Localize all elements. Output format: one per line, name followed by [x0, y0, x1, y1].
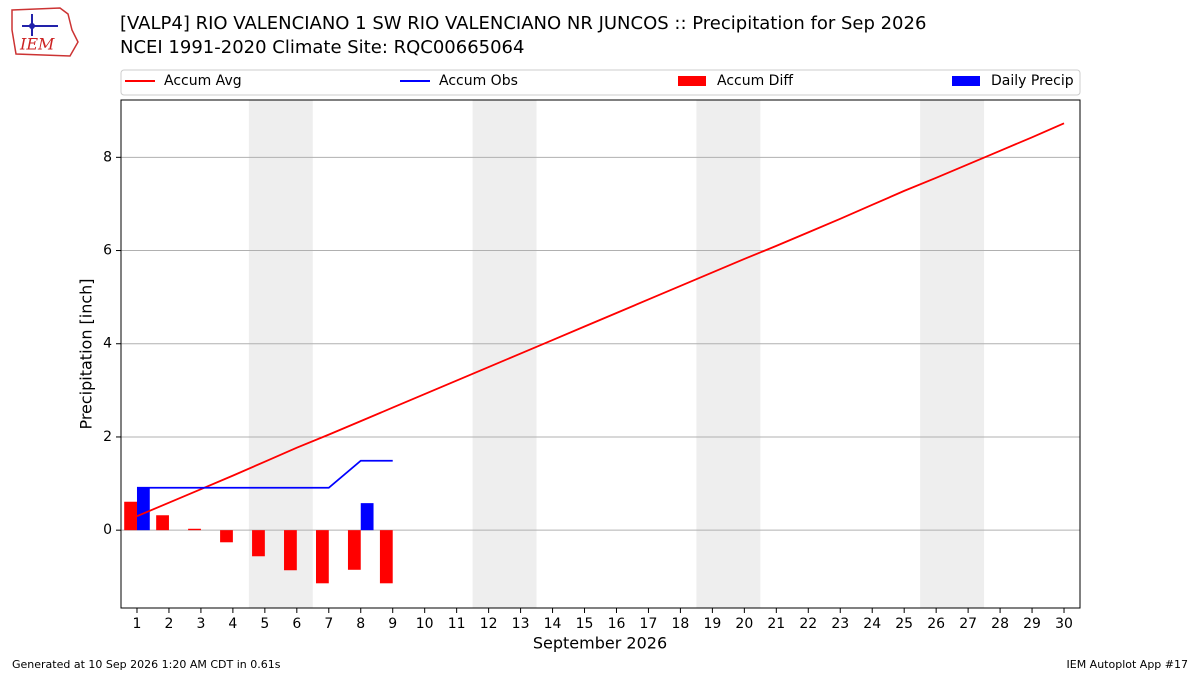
bar	[360, 503, 374, 531]
legend-box	[120, 69, 1081, 96]
x-tick-label: 27	[959, 616, 977, 632]
y-axis-label: Precipitation [inch]	[77, 278, 96, 429]
bar	[379, 530, 393, 584]
bar	[315, 530, 329, 584]
legend-swatch	[952, 76, 980, 86]
x-tick-label: 25	[895, 616, 913, 632]
x-tick-label: 8	[356, 616, 365, 632]
x-tick-label: 13	[512, 616, 530, 632]
x-tick-label: 6	[292, 616, 301, 632]
x-tick-label: 18	[672, 616, 690, 632]
plot-frame	[120, 99, 1081, 609]
bar	[284, 530, 297, 571]
x-tick-label: 9	[388, 616, 397, 632]
x-tick-label: 15	[576, 616, 594, 632]
x-tick-label: 26	[927, 616, 945, 632]
x-tick-label: 16	[608, 616, 626, 632]
legend-label: Accum Obs	[439, 73, 518, 89]
y-tick-label: 6	[103, 243, 112, 259]
y-tick-label: 2	[103, 429, 112, 445]
x-tick-label: 29	[1023, 616, 1041, 632]
bar	[220, 530, 233, 543]
weekend-shade	[920, 100, 985, 608]
x-tick-label: 20	[735, 616, 753, 632]
x-tick-label: 4	[228, 616, 237, 632]
x-tick-label: 1	[133, 616, 142, 632]
weekend-shade	[248, 100, 313, 608]
chart-subtitle: NCEI 1991-2020 Climate Site: RQC00665064	[120, 37, 524, 58]
bar	[188, 528, 201, 531]
legend-label: Accum Diff	[717, 73, 793, 89]
x-tick-label: 30	[1055, 616, 1073, 632]
y-tick-label: 4	[103, 336, 112, 352]
x-tick-label: 22	[799, 616, 817, 632]
x-tick-label: 28	[991, 616, 1009, 632]
legend-label: Daily Precip	[991, 73, 1074, 89]
x-tick-label: 5	[260, 616, 269, 632]
logo-text: IEM	[19, 35, 55, 54]
x-tick-label: 19	[703, 616, 721, 632]
weekend-shade	[696, 100, 761, 608]
y-tick-label: 0	[103, 522, 112, 538]
x-tick-label: 3	[196, 616, 205, 632]
plot-area	[121, 100, 1080, 608]
x-tick-label: 7	[324, 616, 333, 632]
footer-right: IEM Autoplot App #17	[1067, 658, 1189, 671]
footer-left: Generated at 10 Sep 2026 1:20 AM CDT in …	[12, 658, 281, 671]
x-tick-label: 21	[767, 616, 785, 632]
chart-title: [VALP4] RIO VALENCIANO 1 SW RIO VALENCIA…	[120, 13, 926, 34]
weekend-shade	[472, 100, 537, 608]
x-tick-label: 14	[544, 616, 562, 632]
logo-outline	[11, 7, 79, 57]
bar	[156, 515, 169, 531]
bar	[124, 501, 137, 531]
x-tick-label: 23	[831, 616, 849, 632]
logo-icon	[29, 23, 35, 29]
bar	[347, 530, 361, 570]
x-tick-label: 2	[164, 616, 173, 632]
y-tick-label: 8	[103, 149, 112, 165]
legend-swatch	[678, 76, 706, 86]
x-tick-label: 11	[448, 616, 466, 632]
bar	[136, 487, 150, 531]
x-tick-label: 17	[640, 616, 658, 632]
x-axis-label: September 2026	[533, 634, 667, 653]
logo: IEM	[11, 7, 79, 57]
x-tick-label: 10	[416, 616, 434, 632]
legend-label: Accum Avg	[164, 73, 242, 89]
line	[136, 459, 393, 489]
x-tick-label: 12	[480, 616, 498, 632]
line	[136, 122, 1065, 518]
x-tick-label: 24	[863, 616, 881, 632]
bar	[252, 530, 265, 557]
